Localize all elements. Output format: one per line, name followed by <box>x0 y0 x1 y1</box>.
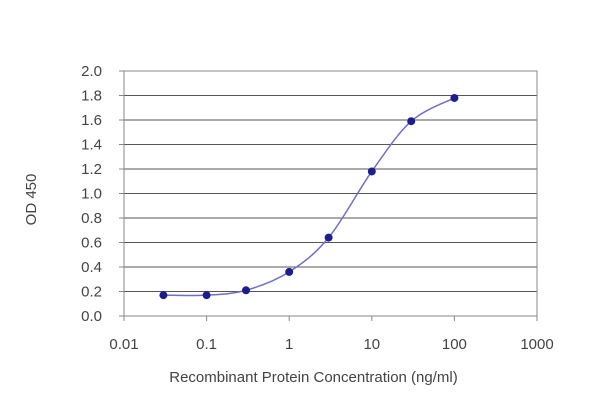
x-tick-label: 1 <box>285 336 293 353</box>
data-point-4 <box>324 233 333 242</box>
y-tick-label: 0.8 <box>81 210 102 227</box>
y-tick-label: 1.8 <box>81 88 102 105</box>
data-point-6 <box>407 117 416 126</box>
grid <box>124 95 537 292</box>
data-points <box>159 93 459 300</box>
x-tick-label: 1000 <box>520 336 553 353</box>
y-tick-label: 0.6 <box>81 235 102 252</box>
data-point-0 <box>159 291 168 300</box>
y-tick-label: 0.4 <box>81 259 102 276</box>
fit-curve-layer <box>163 97 455 297</box>
y-tick-label: 0.0 <box>81 308 102 325</box>
x-tick-label: 0.01 <box>109 336 138 353</box>
y-tick-label: 0.2 <box>81 284 102 301</box>
data-point-2 <box>242 286 251 295</box>
fit-curve <box>163 97 455 297</box>
y-axis-label: OD 450 <box>23 174 40 226</box>
data-point-3 <box>285 267 294 276</box>
x-axis-label: Recombinant Protein Concentration (ng/ml… <box>169 369 457 386</box>
data-point-5 <box>367 167 376 176</box>
data-point-1 <box>202 291 211 300</box>
x-tick-label: 10 <box>363 336 380 353</box>
y-tick-label: 1.6 <box>81 112 102 129</box>
y-tick-label: 1.0 <box>81 186 102 203</box>
x-tick-label: 100 <box>442 336 467 353</box>
data-point-7 <box>450 93 459 102</box>
tick-labels: 0.0 0.2 0.4 0.6 0.8 1.0 1.2 1.4 1.6 1.8 2.0 0.01 0.1… <box>81 63 554 353</box>
y-tick-label: 1.2 <box>81 161 102 178</box>
y-tick-label: 1.4 <box>81 137 102 154</box>
axes <box>119 70 538 321</box>
y-tick-label: 2.0 <box>81 63 102 80</box>
x-tick-label: 0.1 <box>196 336 217 353</box>
